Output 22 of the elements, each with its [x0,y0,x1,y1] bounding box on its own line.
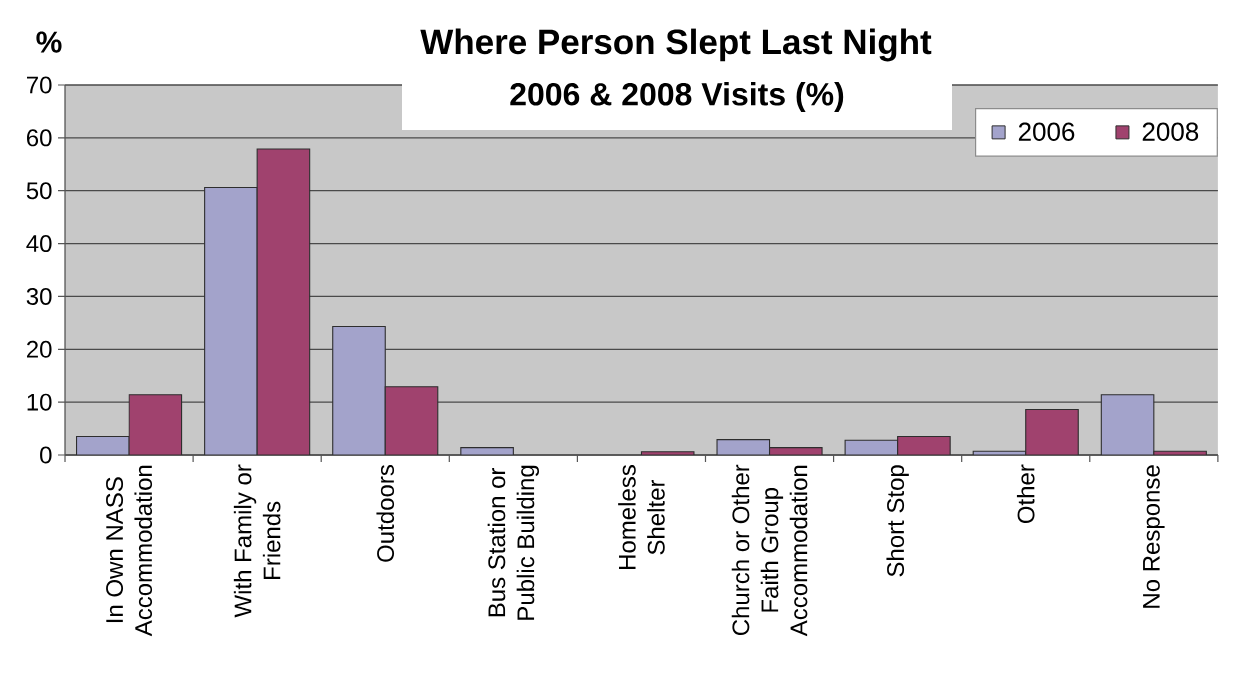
y-tick-label: 40 [26,235,52,253]
chart-subtitle: 2006 & 2008 Visits (%) [510,82,844,112]
y-tick-label: 70 [27,76,52,94]
legend-label: 2008 [1142,122,1199,141]
x-tick-label: Other [1016,464,1035,524]
y-tick-label: 50 [26,182,52,200]
x-tick-label: In Own NASS Accommodation [106,465,153,637]
y-tick-label: 10 [27,393,52,411]
x-tick-label: With Family or Friends [233,464,281,618]
y-axis-title: % [36,31,62,53]
x-tick-label: Short Stop [886,465,909,577]
y-tick-label: 0 [40,446,52,464]
x-tick-label: No Response [1143,465,1165,608]
chart-title: Where Person Slept Last Night [420,28,932,62]
x-tick-label: Outdoors [376,465,395,562]
x-tick-label: Homeless Shelter [618,465,665,569]
x-tick-label: Bus Station or Public Building [487,465,540,620]
y-tick-label: 60 [27,129,52,147]
x-tick-label: Church or Other Faith Group Accommodation [731,464,808,637]
legend-label: 2006 [1018,122,1075,141]
y-tick-label: 20 [26,340,52,358]
y-tick-label: 30 [26,287,52,305]
